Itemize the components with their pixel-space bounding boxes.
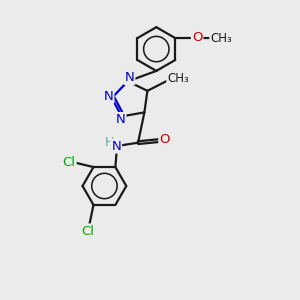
Text: N: N: [125, 71, 134, 84]
Text: Cl: Cl: [63, 155, 76, 169]
Text: Cl: Cl: [81, 224, 94, 238]
Text: N: N: [116, 113, 125, 126]
Text: N: N: [104, 90, 113, 103]
Text: CH₃: CH₃: [167, 72, 189, 85]
Text: O: O: [159, 133, 170, 146]
Text: O: O: [192, 31, 202, 44]
Text: N: N: [111, 140, 121, 152]
Text: CH₃: CH₃: [210, 32, 232, 45]
Text: H: H: [105, 136, 115, 149]
